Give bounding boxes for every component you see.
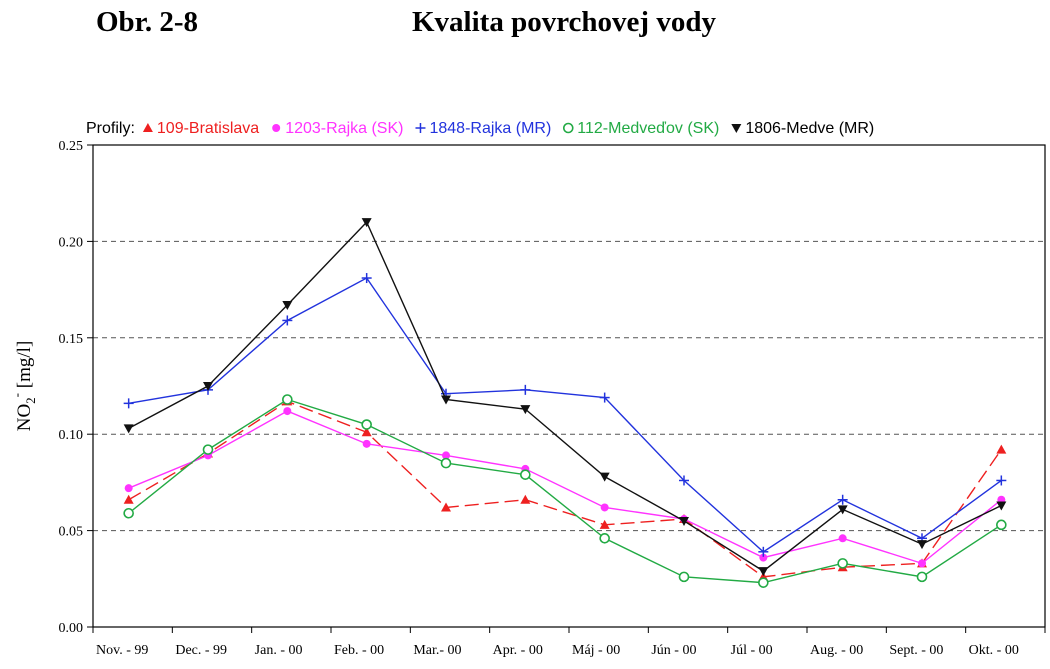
x-tick-label: Nov. - 99	[96, 643, 148, 658]
series-line	[128, 410, 1002, 565]
x-tick-label: Mar.- 00	[413, 643, 461, 658]
data-point	[362, 439, 371, 448]
data-point	[142, 123, 153, 132]
x-tick-label: Sept. - 00	[889, 643, 943, 658]
data-point	[599, 472, 610, 482]
series-line	[128, 400, 1002, 578]
x-tick-label: Apr. - 00	[493, 643, 543, 658]
chart-legend: Profily: 109-Bratislava 1203-Rajka (SK) 18…	[86, 120, 874, 137]
data-point	[520, 494, 531, 504]
data-point	[679, 516, 689, 526]
data-point	[996, 475, 1007, 486]
data-point	[996, 444, 1007, 454]
axes	[92, 144, 1046, 628]
data-point	[837, 558, 848, 569]
y-tick-label: 0.10	[59, 428, 84, 443]
data-point	[520, 469, 531, 480]
data-point	[758, 546, 769, 557]
data-point	[440, 457, 452, 469]
data-point	[282, 394, 293, 405]
x-tick-label: Okt. - 00	[969, 643, 1019, 658]
data-point	[679, 475, 689, 486]
legend-prefix: Profily:	[86, 120, 135, 137]
data-point	[361, 419, 372, 430]
data-point	[441, 502, 451, 512]
data-point	[272, 124, 281, 132]
legend-label: 1203-Rajka (SK)	[285, 120, 403, 137]
data-point	[123, 398, 134, 409]
x-tick-label: Jan. - 00	[255, 643, 303, 658]
legend-label: 109-Bratislava	[157, 120, 259, 137]
x-tick-label: Jún - 00	[651, 643, 696, 658]
data-point	[731, 124, 742, 133]
data-point	[917, 540, 927, 550]
x-tick-label: Aug. - 00	[810, 643, 863, 658]
data-point	[837, 505, 848, 515]
y-tick-label: 0.05	[59, 525, 84, 540]
data-point	[123, 494, 134, 504]
data-point	[203, 382, 213, 391]
legend-label: 112-Medveďov (SK)	[577, 120, 719, 137]
x-tick-label: Máj - 00	[572, 643, 620, 658]
legend-label: 1806-Medve (MR)	[745, 120, 874, 137]
data-point	[202, 444, 214, 455]
series-1848-rajka-mr-	[123, 273, 1007, 557]
data-point	[599, 392, 610, 403]
data-point	[441, 395, 451, 405]
plot-frame	[92, 144, 1046, 628]
figure-title: Kvalita povrchovej vody	[412, 6, 716, 38]
data-point	[124, 484, 133, 493]
data-point	[442, 451, 450, 460]
x-tick-label: Feb. - 00	[334, 643, 384, 658]
data-point	[678, 571, 690, 583]
y-tick-label: 0.00	[59, 621, 84, 636]
data-point	[520, 405, 531, 415]
x-tick-label: Dec. - 99	[175, 643, 227, 658]
data-point	[283, 407, 292, 416]
data-point	[916, 571, 928, 583]
x-axis-ticks: Nov. - 99 Dec. - 99 Jan. - 00 Feb. - 00 Mar.…	[92, 627, 1046, 658]
y-axis-ticks: 0.00 0.05 0.10 0.15 0.20 0.25	[59, 139, 93, 636]
data-point	[759, 553, 768, 562]
series-112-medve-ov-sk-	[123, 394, 1007, 588]
data-point	[282, 315, 293, 326]
data-point	[600, 503, 609, 512]
data-point	[599, 519, 610, 529]
data-point	[415, 123, 426, 133]
data-point	[758, 577, 769, 588]
series-line	[128, 277, 1002, 553]
y-tick-label: 0.25	[59, 139, 84, 154]
y-tick-label: 0.15	[59, 332, 84, 347]
data-point	[562, 122, 574, 134]
series-1203-rajka-sk-	[124, 407, 1006, 568]
data-point	[123, 507, 134, 519]
y-tick-label: 0.20	[59, 235, 84, 250]
data-point	[361, 273, 372, 284]
data-point	[918, 559, 926, 568]
data-point	[599, 533, 610, 544]
series-1806-medve-mr-	[123, 218, 1007, 577]
grid-lines	[93, 240, 1045, 532]
x-tick-label: Júl - 00	[731, 643, 773, 658]
data-point	[361, 218, 372, 228]
data-point	[123, 424, 134, 434]
legend-label: 1848-Rajka (MR)	[429, 120, 551, 137]
data-point	[837, 494, 848, 505]
figure-label: Obr. 2-8	[96, 6, 199, 38]
data-point	[758, 567, 769, 577]
data-point	[361, 427, 372, 437]
data-point	[520, 384, 531, 395]
data-point	[996, 519, 1007, 531]
data-point	[282, 301, 293, 311]
data-series	[123, 218, 1007, 588]
y-axis-label: NO2- [mg/l]	[9, 341, 38, 432]
series-line	[128, 220, 1002, 572]
data-point	[996, 501, 1007, 511]
data-point	[838, 534, 847, 543]
series-line	[128, 398, 1002, 584]
